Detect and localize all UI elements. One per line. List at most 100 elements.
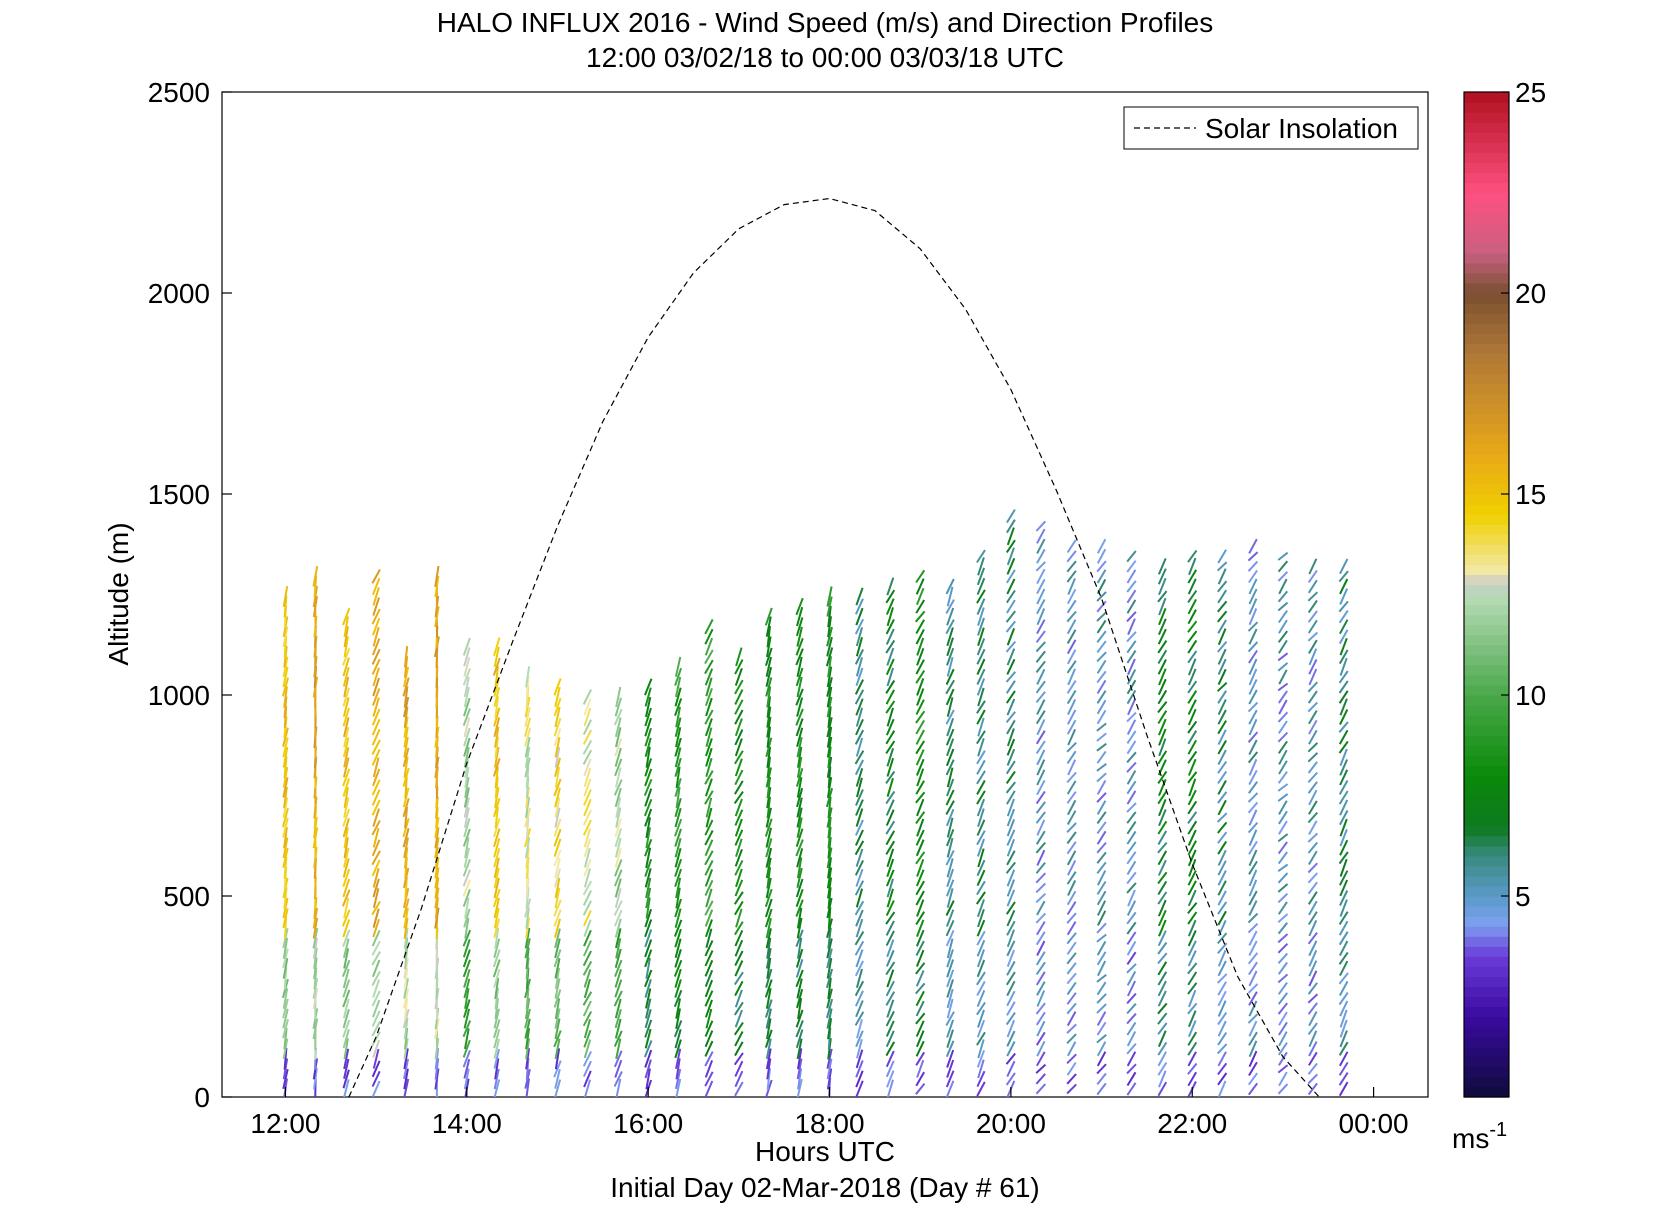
wind-barb [1126, 719, 1137, 735]
wind-barb [855, 968, 863, 989]
wind-barb [554, 1038, 561, 1059]
wind-barb [1187, 962, 1198, 975]
wind-barb [976, 1019, 986, 1038]
wind-barb [1278, 800, 1288, 815]
wind-barb [704, 830, 714, 846]
wind-barb [705, 677, 713, 697]
wind-barb [1126, 882, 1137, 894]
colorbar-segment [1464, 695, 1509, 706]
wind-barb [1096, 630, 1107, 644]
wind-barb [493, 1029, 501, 1049]
wind-barb [1187, 800, 1198, 815]
wind-barb [915, 699, 925, 715]
wind-barb [734, 1041, 744, 1057]
wind-barb [765, 917, 772, 939]
wind-barb [1217, 960, 1227, 977]
wind-barb [855, 868, 864, 887]
y-tick-label: 2000 [148, 278, 210, 309]
wind-barb [343, 676, 350, 698]
wind-barb [764, 1029, 773, 1048]
colorbar-segment [1464, 514, 1509, 525]
wind-barb [946, 858, 954, 878]
wind-barb [1278, 820, 1288, 835]
wind-barb [796, 867, 803, 888]
wind-barb [1307, 619, 1318, 634]
wind-barb [614, 878, 622, 898]
wind-barb [463, 1068, 470, 1090]
wind-barb [885, 920, 895, 936]
wind-barb [826, 847, 833, 869]
wind-barb [765, 1079, 773, 1097]
wind-barb [885, 689, 895, 705]
wind-barb [493, 717, 501, 738]
wind-barb [1277, 863, 1289, 873]
wind-barb [915, 839, 925, 857]
wind-barb [885, 718, 895, 736]
wind-barb [524, 737, 531, 758]
wind-barb [1005, 770, 1016, 784]
wind-barb [1126, 1042, 1137, 1055]
wind-barb [796, 626, 803, 647]
colorbar-segment [1464, 192, 1509, 204]
wind-barb [1035, 1083, 1047, 1095]
wind-barb [554, 958, 561, 979]
wind-barb [372, 827, 380, 848]
wind-barb [554, 1079, 562, 1097]
wind-barb [613, 909, 623, 927]
wind-barb [976, 990, 986, 1007]
wind-barb [1188, 858, 1197, 877]
wind-barb [1096, 780, 1107, 795]
wind-barb [463, 1008, 471, 1029]
wind-barb [704, 718, 713, 737]
wind-barb [343, 1048, 350, 1070]
wind-barb [1066, 810, 1077, 825]
wind-barb [915, 880, 925, 896]
wind-barb [1036, 538, 1046, 554]
wind-barb [1217, 1020, 1227, 1037]
wind-barb [1307, 781, 1318, 794]
wind-barb [916, 798, 925, 817]
wind-barb [1217, 610, 1228, 623]
wind-barb [342, 647, 351, 666]
colorbar-segment [1464, 825, 1509, 837]
wind-barb [614, 758, 623, 777]
wind-barb [613, 708, 623, 726]
colorbar-tick-label: 15 [1515, 479, 1546, 510]
wind-barb [825, 787, 834, 808]
wind-barb [1277, 933, 1289, 944]
colorbar-frame [1463, 91, 1510, 1098]
wind-barb [1006, 829, 1016, 846]
wind-barb [1248, 628, 1258, 645]
wind-barb [644, 717, 652, 737]
colorbar-segment [1464, 976, 1509, 988]
wind-barb [1248, 1020, 1258, 1037]
wind-barb [976, 959, 986, 978]
wind-barb [885, 730, 896, 745]
wind-barb [644, 788, 653, 807]
wind-barb [1308, 940, 1318, 957]
wind-barb [1187, 680, 1198, 694]
wind-barb [976, 971, 986, 986]
wind-barb [1247, 983, 1259, 994]
wind-barb [945, 578, 955, 595]
wind-barb [1308, 648, 1318, 666]
wind-barb [976, 899, 985, 918]
wind-barb [915, 929, 925, 947]
wind-barb [1006, 628, 1016, 646]
wind-barb [734, 989, 743, 1008]
colorbar-segment [1464, 875, 1509, 887]
colorbar-segment [1464, 443, 1509, 455]
wind-barb [524, 707, 531, 728]
wind-barb [1036, 849, 1046, 866]
wind-barb [1066, 1073, 1077, 1085]
wind-barb [1248, 538, 1258, 554]
wind-barb [613, 1030, 623, 1047]
wind-barb [462, 828, 471, 847]
wind-barb [855, 768, 864, 787]
wind-barb [1217, 880, 1227, 896]
colorbar-segment [1464, 282, 1509, 294]
chart-title: HALO INFLUX 2016 - Wind Speed (m/s) and … [437, 7, 1214, 38]
wind-barb [282, 1018, 289, 1039]
wind-barb [1006, 929, 1015, 948]
wind-barb [283, 595, 288, 618]
